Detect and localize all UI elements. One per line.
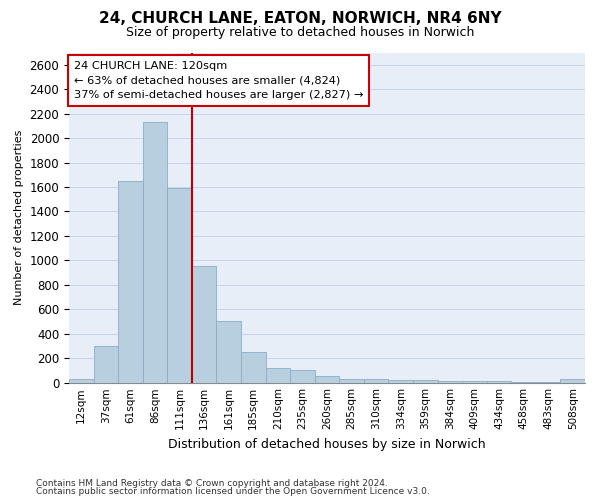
Text: Contains public sector information licensed under the Open Government Licence v3: Contains public sector information licen… <box>36 488 430 496</box>
Bar <box>143 122 167 382</box>
Bar <box>290 370 315 382</box>
Bar <box>118 181 143 382</box>
Text: Size of property relative to detached houses in Norwich: Size of property relative to detached ho… <box>126 26 474 39</box>
Bar <box>69 380 94 382</box>
Text: 24, CHURCH LANE, EATON, NORWICH, NR4 6NY: 24, CHURCH LANE, EATON, NORWICH, NR4 6NY <box>98 11 502 26</box>
Bar <box>94 346 118 383</box>
X-axis label: Distribution of detached houses by size in Norwich: Distribution of detached houses by size … <box>168 438 486 451</box>
Bar <box>437 380 462 382</box>
Bar <box>339 379 364 382</box>
Bar <box>266 368 290 382</box>
Bar <box>560 380 585 382</box>
Bar <box>241 352 266 382</box>
Bar <box>413 380 437 382</box>
Bar <box>167 188 192 382</box>
Bar <box>217 322 241 382</box>
Bar <box>192 266 217 382</box>
Bar <box>388 380 413 382</box>
Y-axis label: Number of detached properties: Number of detached properties <box>14 130 24 305</box>
Text: 24 CHURCH LANE: 120sqm
← 63% of detached houses are smaller (4,824)
37% of semi-: 24 CHURCH LANE: 120sqm ← 63% of detached… <box>74 60 364 100</box>
Bar <box>364 380 388 382</box>
Text: Contains HM Land Registry data © Crown copyright and database right 2024.: Contains HM Land Registry data © Crown c… <box>36 478 388 488</box>
Bar <box>315 376 339 382</box>
